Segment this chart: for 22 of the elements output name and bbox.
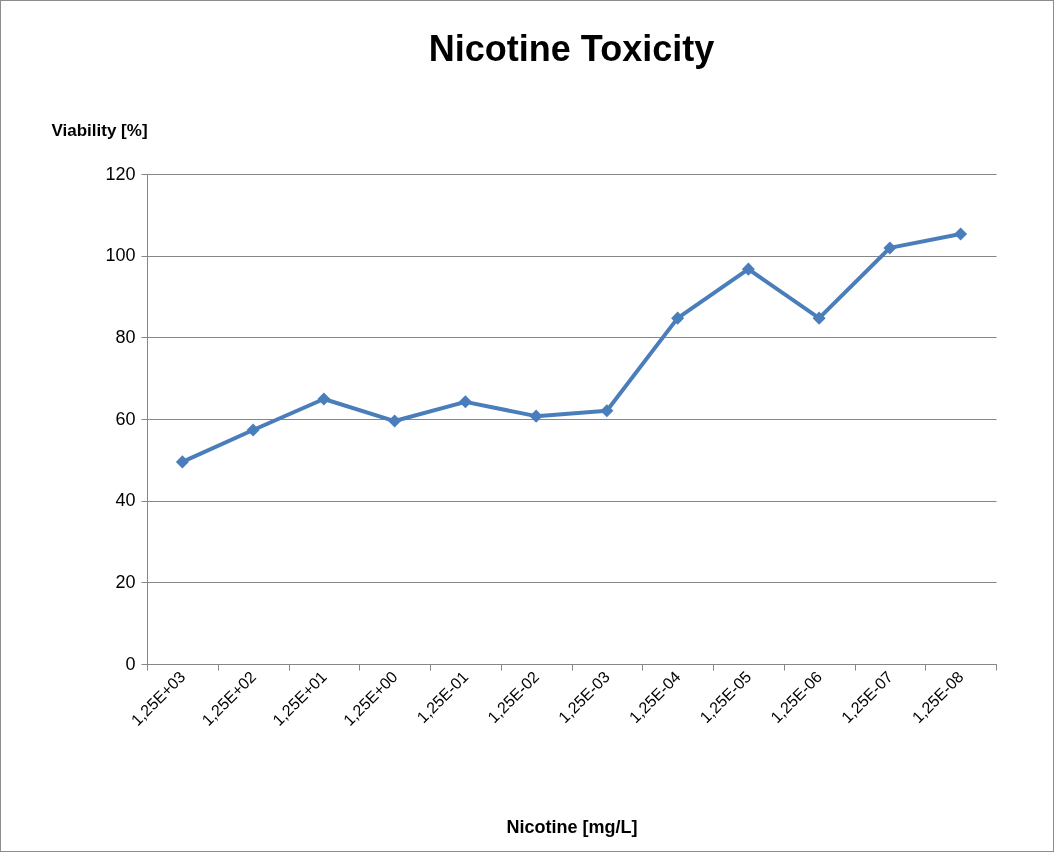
chart-title: Nicotine Toxicity xyxy=(428,28,715,69)
y-tick-label: 60 xyxy=(115,408,136,429)
point xyxy=(317,392,331,406)
y-tick-label: 40 xyxy=(115,490,136,511)
point xyxy=(388,414,402,428)
point xyxy=(458,395,472,409)
y-tick-label: 20 xyxy=(115,571,136,592)
y-tick-label: 80 xyxy=(115,326,136,347)
y-axis-title: Viability [%] xyxy=(51,120,148,140)
y-tick-label: 0 xyxy=(125,653,136,674)
x-axis-title: Nicotine [mg/L] xyxy=(506,816,638,837)
point xyxy=(954,227,968,241)
y-tick-label: 100 xyxy=(105,245,136,266)
point xyxy=(812,311,826,325)
point xyxy=(529,409,543,423)
point xyxy=(246,423,260,437)
point xyxy=(671,311,685,325)
point xyxy=(600,404,614,418)
y-tick-label: 120 xyxy=(105,163,136,184)
point xyxy=(175,455,189,469)
point xyxy=(741,262,755,276)
point xyxy=(883,241,897,255)
